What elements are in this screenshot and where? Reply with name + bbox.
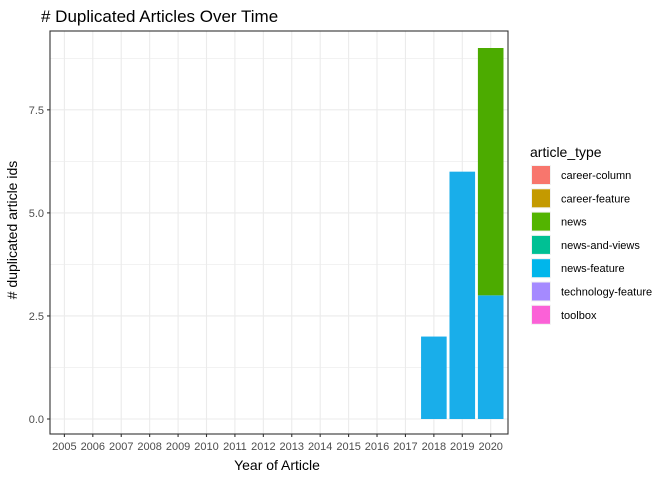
panel-border: [49, 30, 509, 435]
legend: article_type career-column career-feature…: [530, 144, 652, 325]
legend-swatch-news-and-views: [532, 235, 550, 254]
x-tick-label: 2006: [81, 441, 105, 453]
x-tick-label: 2005: [52, 441, 76, 453]
bar-news-feature-2018: [421, 336, 447, 419]
y-tick-label: 0.0: [29, 414, 44, 426]
bar-news-feature-2019: [449, 171, 476, 419]
legend-swatch-career-column: [532, 166, 550, 184]
y-tick-label: 2.5: [29, 311, 44, 323]
x-tick-label: 2017: [393, 441, 417, 453]
legend-swatch-news-feature: [532, 259, 550, 278]
x-axis-title: Year of Article: [234, 457, 320, 473]
bar-news-feature-2020: [477, 295, 504, 419]
legend-swatch-toolbox: [532, 305, 550, 324]
y-tick-label: 7.5: [29, 105, 44, 117]
legend-label-toolbox: toolbox: [561, 310, 597, 322]
legend-swatch-news: [532, 212, 550, 231]
legend-label-technology-feature: technology-feature: [561, 287, 652, 299]
x-tick-label: 2013: [280, 441, 304, 453]
legend-label-career-feature: career-feature: [561, 193, 630, 205]
x-tick-label: 2009: [166, 441, 190, 453]
x-tick-label: 2018: [422, 441, 446, 453]
plot-panel: 0.0 2.5 5.0 7.5 2005 2006 2007 2008 2009 2010 2011…: [29, 30, 509, 453]
x-tick-label: 2019: [450, 441, 474, 453]
legend-label-news: news: [561, 217, 587, 229]
y-axis-title: # duplicated article ids: [4, 161, 20, 300]
legend-label-career-column: career-column: [561, 170, 631, 182]
legend-label-news-feature: news-feature: [561, 263, 625, 275]
legend-swatch-technology-feature: [532, 282, 550, 301]
legend-label-news-and-views: news-and-views: [561, 240, 640, 252]
y-tick-label: 5.0: [29, 208, 44, 220]
x-tick-label: 2014: [308, 441, 332, 453]
x-tick-label: 2015: [336, 441, 360, 453]
x-tick-label: 2010: [194, 441, 218, 453]
x-tick-label: 2011: [223, 441, 247, 453]
x-tick-label: 2008: [137, 441, 161, 453]
bar-news-2020: [477, 48, 504, 296]
chart-title: # Duplicated Articles Over Time: [41, 7, 278, 26]
x-tick-label: 2020: [478, 441, 502, 453]
legend-title: article_type: [530, 144, 602, 160]
legend-swatch-career-feature: [532, 189, 550, 208]
x-tick-label: 2012: [251, 441, 275, 453]
x-tick-label: 2016: [365, 441, 389, 453]
x-tick-label: 2007: [109, 441, 133, 453]
